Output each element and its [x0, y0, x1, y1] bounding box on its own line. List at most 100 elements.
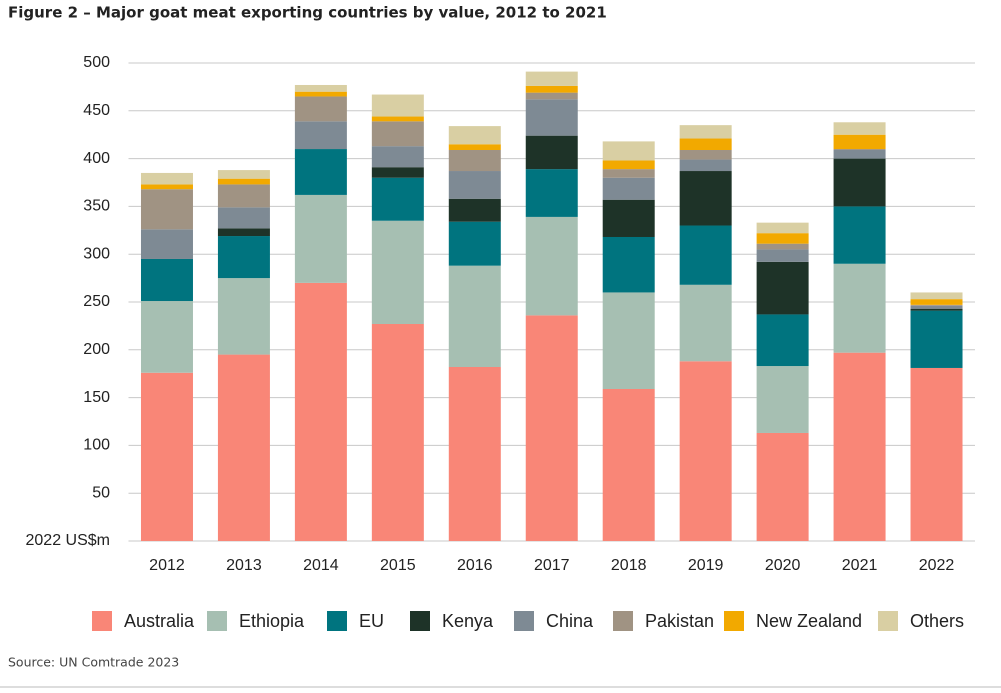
y-tick-label: 450 — [83, 102, 110, 119]
y-tick-label: 250 — [83, 293, 110, 310]
legend-swatch — [514, 611, 534, 631]
bar-segment — [833, 158, 886, 207]
bar-segment — [756, 366, 809, 433]
bar-segment — [217, 228, 270, 237]
bar-segment — [448, 221, 501, 266]
legend-label: Australia — [124, 611, 195, 631]
y-tick-label: 200 — [83, 341, 110, 358]
bar-segment — [833, 134, 886, 150]
bar-segment — [833, 263, 886, 353]
bar-segment — [140, 189, 193, 230]
bar-segment — [833, 149, 886, 159]
bar-segment — [602, 177, 655, 200]
y-tick-label: 50 — [92, 484, 110, 501]
bar-segment — [140, 258, 193, 302]
legend-swatch — [207, 611, 227, 631]
bar-segment — [217, 178, 270, 185]
y-tick-label: 300 — [83, 245, 110, 262]
bar-segment — [294, 84, 347, 92]
chart-title: Figure 2 – Major goat meat exporting cou… — [8, 4, 607, 22]
y-tick-label: 350 — [83, 198, 110, 215]
bar-segment — [525, 315, 578, 541]
legend-swatch — [724, 611, 744, 631]
bar-segment — [217, 170, 270, 179]
bar-segment — [525, 71, 578, 86]
x-tick-label: 2015 — [380, 557, 416, 574]
bar-segment — [371, 121, 424, 147]
x-tick-label: 2019 — [688, 557, 724, 574]
legend-label: Kenya — [442, 611, 494, 631]
bar-segment — [679, 149, 732, 160]
x-tick-label: 2022 — [919, 557, 955, 574]
bar-segment — [294, 149, 347, 195]
bar-segment — [679, 138, 732, 150]
bar-segment — [602, 160, 655, 170]
legend-swatch — [410, 611, 430, 631]
bar-segment — [602, 169, 655, 178]
bar-segment — [756, 314, 809, 367]
bar-segment — [756, 222, 809, 234]
bar-segment — [371, 177, 424, 221]
bar-segment — [371, 94, 424, 117]
bar-segment — [448, 144, 501, 150]
bar-segment — [294, 282, 347, 541]
bar-segment — [525, 216, 578, 316]
bar-segment — [756, 432, 809, 541]
bar-segment — [525, 169, 578, 217]
bar-segment — [679, 284, 732, 362]
bar-segment — [217, 354, 270, 541]
y-tick-label: 150 — [83, 389, 110, 406]
bar-segment — [756, 249, 809, 262]
bar-segment — [602, 199, 655, 237]
bar-segment — [448, 149, 501, 172]
bar-segment — [756, 243, 809, 250]
y-tick-label: 2022 US$m — [26, 532, 111, 549]
legend-swatch — [92, 611, 112, 631]
bar-segment — [756, 233, 809, 244]
bar-segment — [602, 141, 655, 161]
bar-segment — [910, 304, 963, 306]
x-tick-label: 2021 — [842, 557, 878, 574]
legend-label: Ethiopia — [239, 611, 305, 631]
bar-segment — [448, 367, 501, 541]
bar-segment — [679, 125, 732, 139]
x-tick-label: 2012 — [149, 557, 185, 574]
bar-segment — [294, 91, 347, 97]
bar-segment — [371, 116, 424, 122]
bar-segment — [140, 229, 193, 259]
bar-segment — [448, 265, 501, 368]
y-tick-label: 400 — [83, 150, 110, 167]
legend-label: New Zealand — [756, 611, 862, 631]
bar-segment — [833, 352, 886, 541]
x-tick-label: 2016 — [457, 557, 493, 574]
bar-segment — [679, 225, 732, 285]
y-tick-label: 500 — [83, 54, 110, 71]
bar-segment — [910, 367, 963, 541]
legend-label: China — [546, 611, 594, 631]
y-tick-label: 100 — [83, 437, 110, 454]
bar-segment — [602, 292, 655, 389]
bar-segment — [525, 135, 578, 170]
bar-segment — [294, 194, 347, 283]
bar-segment — [833, 149, 886, 150]
legend-label: Pakistan — [645, 611, 714, 631]
bar-segment — [833, 122, 886, 135]
bar-segment — [371, 167, 424, 178]
bar-segment — [140, 184, 193, 190]
x-tick-label: 2014 — [303, 557, 339, 574]
x-tick-label: 2013 — [226, 557, 262, 574]
bar-segment — [679, 159, 732, 172]
legend-label: EU — [359, 611, 384, 631]
bar-segment — [371, 323, 424, 541]
bar-segment — [679, 171, 732, 226]
x-tick-label: 2018 — [611, 557, 647, 574]
bar-segment — [679, 361, 732, 541]
bar-segment — [371, 146, 424, 168]
bar-segment — [140, 172, 193, 185]
bar-segment — [910, 292, 963, 300]
bar-segment — [448, 126, 501, 145]
bar-segment — [602, 388, 655, 541]
bar-segment — [294, 121, 347, 150]
bar-segment — [525, 99, 578, 136]
